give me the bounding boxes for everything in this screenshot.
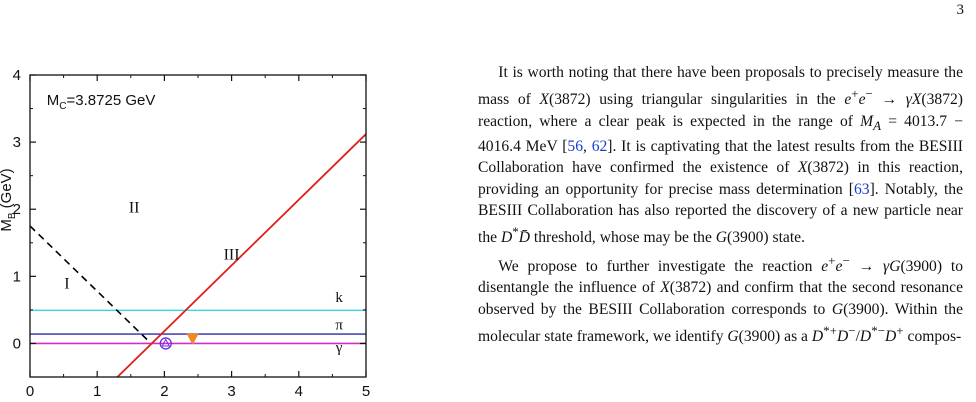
p2-seg-17: − bbox=[848, 322, 856, 338]
y-tick-label: 4 bbox=[13, 67, 21, 84]
region-label-1: I bbox=[64, 275, 69, 292]
p1-seg-6: − bbox=[865, 86, 873, 102]
p1-seg-17: X bbox=[797, 159, 808, 177]
p1-seg-22: * bbox=[512, 224, 519, 240]
p1-seg-12: = 4013.7 − 4016.4 MeV [ bbox=[478, 112, 963, 156]
p1-seg-16: ]. It is captivating that the latest res… bbox=[478, 138, 963, 177]
p2-seg-0: We propose to further investigate the re… bbox=[498, 258, 822, 276]
ref-62[interactable]: 62 bbox=[591, 138, 608, 156]
p2-seg-10: G bbox=[831, 300, 844, 318]
x-tick-label: 0 bbox=[26, 383, 34, 400]
x-axis-label: m2(GeV) bbox=[161, 400, 219, 402]
region-label-3: III bbox=[224, 247, 240, 264]
p2-seg-20: *− bbox=[871, 322, 886, 338]
p2-seg-14: D bbox=[811, 328, 824, 346]
p1-seg-24: threshold, whose may be the bbox=[529, 229, 716, 247]
plot-frame bbox=[29, 74, 367, 378]
p1-seg-11: A bbox=[873, 117, 882, 133]
p2-seg-4: − bbox=[842, 252, 850, 268]
line-label-0: k bbox=[335, 290, 343, 306]
marker-triangle-down bbox=[186, 333, 199, 345]
paragraph-2: We propose to further investigate the re… bbox=[478, 250, 963, 348]
p2-seg-2: + bbox=[828, 252, 836, 268]
p1-seg-2: (3872) using triangular singularities in… bbox=[549, 91, 845, 109]
figure-plot: 0 1 2 3 4 5 0 1 2 3 4 m2(GeV) MB (GeV) MC=3.8725 GeV I… bbox=[0, 55, 400, 402]
p2-seg-5: → bbox=[849, 258, 884, 276]
p1-seg-18: (3872) in this reaction, providing an op… bbox=[478, 159, 964, 198]
paragraph-1: It is worth noting that there have been … bbox=[478, 62, 963, 249]
p1-seg-25: G bbox=[715, 229, 728, 247]
x-tick-label: 2 bbox=[160, 383, 168, 400]
text-column: It is worth noting that there have been … bbox=[478, 62, 963, 347]
p1-seg-1: X bbox=[539, 91, 550, 109]
p2-seg-12: G bbox=[727, 328, 739, 346]
p1-seg-9: (3872) reaction, where a clear peak is e… bbox=[478, 91, 963, 130]
marker-circle bbox=[159, 337, 172, 350]
p2-seg-18: / bbox=[855, 328, 860, 346]
y-tick-label: 2 bbox=[13, 201, 21, 218]
y-tick-label: 0 bbox=[13, 335, 21, 352]
marker-circle-triangle bbox=[161, 338, 171, 347]
line-label-2: γ bbox=[335, 340, 343, 356]
p1-seg-26: (3900) state. bbox=[727, 229, 805, 247]
p2-seg-8: X bbox=[660, 279, 670, 297]
x-tick-label: 5 bbox=[362, 383, 370, 400]
p2-seg-15: *+ bbox=[823, 322, 837, 338]
p2-seg-6: γG bbox=[883, 258, 901, 276]
series-line-threshold bbox=[116, 133, 366, 377]
x-tick-label: 4 bbox=[295, 383, 303, 400]
plot-svg: 0 1 2 3 4 5 0 1 2 3 4 m2(GeV) MB (GeV) MC=3.8725 GeV I… bbox=[0, 67, 370, 402]
p1-seg-5: e bbox=[858, 91, 866, 109]
p2-seg-11: (3900). Within the molecular state frame… bbox=[478, 300, 963, 346]
p2-seg-13: (3900) as a bbox=[738, 328, 812, 346]
p2-seg-19: D bbox=[859, 328, 872, 346]
region-label-2: II bbox=[129, 200, 140, 217]
series-group bbox=[30, 133, 366, 377]
y-tick-label: 1 bbox=[13, 268, 21, 285]
p2-seg-9: (3872) and confirm that the second reson… bbox=[478, 279, 963, 318]
annotation-mc: MC=3.8725 GeV bbox=[47, 92, 156, 112]
line-label-1: π bbox=[335, 317, 343, 333]
ref-56[interactable]: 56 bbox=[567, 138, 583, 156]
series-line-dashed bbox=[30, 225, 149, 341]
p2-seg-7: (3900) to disentangle the influence of bbox=[478, 258, 963, 297]
p1-seg-4: + bbox=[851, 86, 859, 102]
p2-seg-1: e bbox=[821, 258, 829, 276]
p1-seg-3: e bbox=[844, 91, 852, 109]
p1-seg-14: , bbox=[583, 138, 592, 156]
p1-seg-21: D bbox=[500, 229, 513, 247]
p1-seg-7: → bbox=[872, 91, 906, 109]
y-axis-label: MB (GeV) bbox=[0, 168, 18, 231]
page-number: 3 bbox=[956, 2, 965, 18]
p2-seg-16: D bbox=[836, 328, 849, 346]
p1-seg-8: γX bbox=[905, 91, 922, 109]
x-tick-label: 3 bbox=[227, 383, 235, 400]
p1-seg-0: It is worth noting that there have been … bbox=[478, 64, 963, 109]
p1-seg-10: M bbox=[860, 112, 874, 130]
p2-seg-3: e bbox=[835, 258, 843, 276]
p2-seg-22: + bbox=[896, 322, 904, 338]
p1-seg-23: D̄ bbox=[518, 229, 530, 247]
p2-seg-23: compos- bbox=[903, 328, 962, 346]
x-tick-label: 1 bbox=[93, 383, 101, 400]
ref-63[interactable]: 63 bbox=[853, 180, 870, 198]
y-tick-label: 3 bbox=[13, 134, 21, 151]
p2-seg-21: D bbox=[885, 328, 897, 346]
p1-seg-20: ]. Notably, the BESIII Collaboration has… bbox=[478, 180, 963, 247]
